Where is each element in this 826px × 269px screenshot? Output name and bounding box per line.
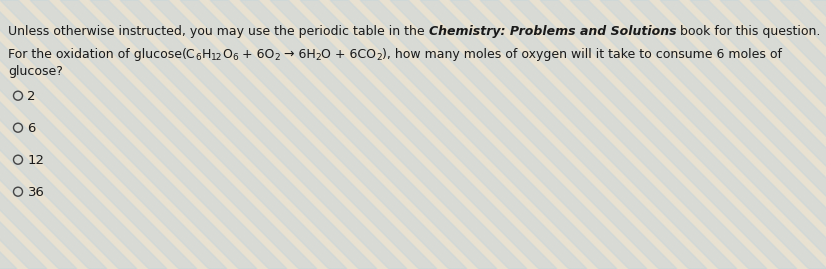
Polygon shape	[660, 0, 826, 269]
Text: → 6H: → 6H	[280, 48, 316, 61]
Polygon shape	[0, 0, 137, 269]
Polygon shape	[450, 0, 737, 269]
Polygon shape	[390, 0, 677, 269]
Text: 2: 2	[27, 90, 36, 103]
Polygon shape	[0, 0, 167, 269]
Text: Unless otherwise instructed, you may use the periodic table in the: Unless otherwise instructed, you may use…	[8, 25, 429, 38]
Polygon shape	[270, 0, 557, 269]
Polygon shape	[0, 0, 17, 269]
Polygon shape	[0, 0, 227, 269]
Text: 6: 6	[232, 53, 238, 62]
Polygon shape	[0, 0, 287, 269]
Text: 2: 2	[376, 53, 382, 62]
Text: H: H	[202, 48, 211, 61]
Polygon shape	[360, 0, 647, 269]
Polygon shape	[630, 0, 826, 269]
Polygon shape	[0, 0, 107, 269]
Polygon shape	[0, 0, 197, 269]
Polygon shape	[570, 0, 826, 269]
Text: 6: 6	[196, 53, 202, 62]
Polygon shape	[150, 0, 437, 269]
Text: 12: 12	[211, 53, 222, 62]
Polygon shape	[330, 0, 617, 269]
Text: 2: 2	[316, 53, 321, 62]
Polygon shape	[750, 0, 826, 269]
Polygon shape	[600, 0, 826, 269]
Polygon shape	[0, 0, 47, 269]
Text: + 6O: + 6O	[238, 48, 274, 61]
Polygon shape	[480, 0, 767, 269]
Text: 2: 2	[274, 53, 280, 62]
Text: 6: 6	[27, 122, 36, 135]
Polygon shape	[510, 0, 797, 269]
Polygon shape	[0, 0, 77, 269]
Polygon shape	[690, 0, 826, 269]
Text: 36: 36	[27, 186, 45, 199]
Text: glucose?: glucose?	[8, 65, 63, 78]
Polygon shape	[210, 0, 497, 269]
Polygon shape	[420, 0, 707, 269]
Polygon shape	[60, 0, 347, 269]
Polygon shape	[300, 0, 587, 269]
Polygon shape	[180, 0, 467, 269]
Polygon shape	[240, 0, 527, 269]
Polygon shape	[90, 0, 377, 269]
Polygon shape	[780, 0, 826, 269]
Polygon shape	[0, 0, 257, 269]
Text: O: O	[222, 48, 232, 61]
Polygon shape	[120, 0, 407, 269]
Polygon shape	[720, 0, 826, 269]
Text: book for this question.: book for this question.	[676, 25, 820, 38]
Text: Chemistry: Problems and Solutions: Chemistry: Problems and Solutions	[429, 25, 676, 38]
Text: O + 6CO: O + 6CO	[321, 48, 376, 61]
Text: ), how many moles of oxygen will it take to consume 6 moles of: ), how many moles of oxygen will it take…	[382, 48, 781, 61]
Polygon shape	[540, 0, 826, 269]
Text: For the oxidation of glucose: For the oxidation of glucose	[8, 48, 182, 61]
Polygon shape	[30, 0, 317, 269]
Text: (C: (C	[182, 48, 196, 61]
Polygon shape	[810, 0, 826, 269]
Text: 12: 12	[27, 154, 45, 167]
